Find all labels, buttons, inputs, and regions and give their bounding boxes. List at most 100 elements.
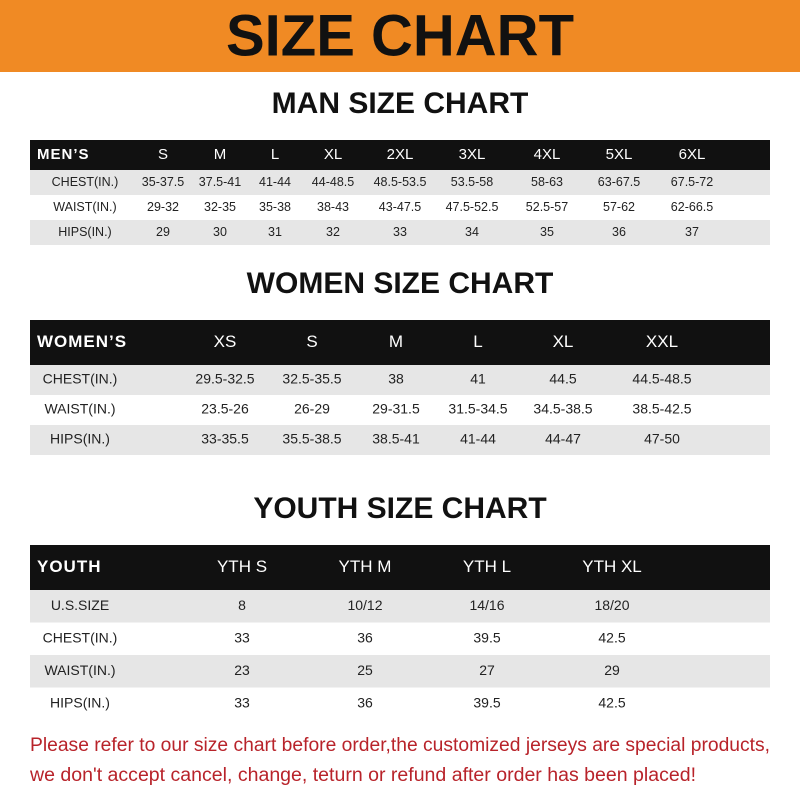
size-value: 29 — [604, 662, 620, 678]
size-header: YTH M — [339, 557, 392, 576]
size-value: 33 — [393, 225, 407, 239]
size-value: 26-29 — [294, 401, 330, 417]
size-value: 36 — [612, 225, 626, 239]
size-header: S — [306, 332, 317, 351]
size-value: 10/12 — [347, 597, 382, 613]
size-header: XXL — [646, 332, 678, 351]
size-value: 34 — [465, 225, 479, 239]
size-value: 67.5-72 — [671, 175, 713, 189]
page-title: SIZE CHART — [226, 3, 574, 68]
size-value: 14/16 — [469, 597, 504, 613]
size-value: 36 — [357, 694, 373, 710]
size-value: 44.5 — [549, 371, 576, 387]
table-header-row — [30, 320, 770, 365]
row-label: CHEST(IN.) — [52, 175, 119, 189]
size-value: 38-43 — [317, 200, 349, 214]
row-label: HIPS(IN.) — [50, 694, 110, 710]
size-header: 3XL — [459, 146, 486, 163]
table-row — [30, 590, 770, 623]
size-header: 6XL — [679, 146, 706, 163]
size-header: M — [214, 146, 227, 163]
size-header: 5XL — [606, 146, 633, 163]
table-row — [30, 687, 770, 720]
row-label: WAIST(IN.) — [44, 401, 115, 417]
table-row — [30, 170, 770, 195]
size-header: XL — [324, 146, 342, 163]
size-header: YTH XL — [582, 557, 642, 576]
size-value: 8 — [238, 597, 246, 613]
size-header: YTH L — [463, 557, 511, 576]
table-row — [30, 195, 770, 220]
row-label: HIPS(IN.) — [58, 225, 111, 239]
size-value: 37.5-41 — [199, 175, 241, 189]
table-header-row — [30, 140, 770, 170]
size-value: 29.5-32.5 — [195, 371, 254, 387]
size-value: 35-37.5 — [142, 175, 184, 189]
row-label: U.S.SIZE — [51, 597, 109, 613]
table-title: MAN SIZE CHART — [272, 87, 529, 120]
size-value: 36 — [357, 629, 373, 645]
size-value: 41-44 — [460, 431, 496, 447]
size-value: 30 — [213, 225, 227, 239]
row-label: CHEST(IN.) — [43, 629, 118, 645]
size-value: 35 — [540, 225, 554, 239]
table-header-label: YOUTH — [37, 557, 102, 576]
size-value: 31.5-34.5 — [448, 401, 507, 417]
title-banner — [0, 0, 800, 72]
table-title: WOMEN SIZE CHART — [247, 267, 554, 300]
table-header-label: WOMEN’S — [37, 332, 127, 351]
policy-note: Please refer to our size chart before or… — [30, 735, 770, 756]
table-row — [30, 622, 770, 655]
table-row — [30, 655, 770, 688]
size-value: 44-48.5 — [312, 175, 354, 189]
size-value: 58-63 — [531, 175, 563, 189]
size-value: 33 — [234, 629, 250, 645]
size-value: 53.5-58 — [451, 175, 493, 189]
size-value: 18/20 — [594, 597, 629, 613]
size-header: M — [389, 332, 403, 351]
table-row — [30, 220, 770, 245]
size-value: 34.5-38.5 — [533, 401, 592, 417]
size-value: 63-67.5 — [598, 175, 640, 189]
row-label: CHEST(IN.) — [43, 371, 118, 387]
table-header-row — [30, 545, 770, 590]
size-value: 29 — [156, 225, 170, 239]
size-header: YTH S — [217, 557, 267, 576]
size-value: 47-50 — [644, 431, 680, 447]
size-value: 32-35 — [204, 200, 236, 214]
size-value: 32 — [326, 225, 340, 239]
size-value: 44.5-48.5 — [632, 371, 691, 387]
table-title: YOUTH SIZE CHART — [253, 492, 546, 525]
size-value: 39.5 — [473, 694, 500, 710]
table-header-label: MEN’S — [37, 146, 90, 163]
size-value: 25 — [357, 662, 373, 678]
size-value: 23.5-26 — [201, 401, 249, 417]
size-header: L — [271, 146, 279, 163]
size-value: 38.5-41 — [372, 431, 420, 447]
size-value: 23 — [234, 662, 250, 678]
size-header: 2XL — [387, 146, 414, 163]
size-value: 38.5-42.5 — [632, 401, 691, 417]
size-value: 29-32 — [147, 200, 179, 214]
size-header: XL — [553, 332, 574, 351]
size-value: 47.5-52.5 — [446, 200, 499, 214]
size-value: 41-44 — [259, 175, 291, 189]
size-value: 31 — [268, 225, 282, 239]
size-value: 43-47.5 — [379, 200, 421, 214]
size-value: 32.5-35.5 — [282, 371, 341, 387]
size-value: 62-66.5 — [671, 200, 713, 214]
size-value: 29-31.5 — [372, 401, 420, 417]
size-header: 4XL — [534, 146, 561, 163]
size-value: 38 — [388, 371, 404, 387]
table-row — [30, 395, 770, 425]
size-value: 37 — [685, 225, 699, 239]
size-value: 27 — [479, 662, 495, 678]
size-header: S — [158, 146, 168, 163]
row-label: HIPS(IN.) — [50, 431, 110, 447]
size-value: 39.5 — [473, 629, 500, 645]
size-value: 33-35.5 — [201, 431, 249, 447]
size-header: XS — [214, 332, 237, 351]
size-value: 52.5-57 — [526, 200, 568, 214]
size-value: 35-38 — [259, 200, 291, 214]
row-label: WAIST(IN.) — [44, 662, 115, 678]
